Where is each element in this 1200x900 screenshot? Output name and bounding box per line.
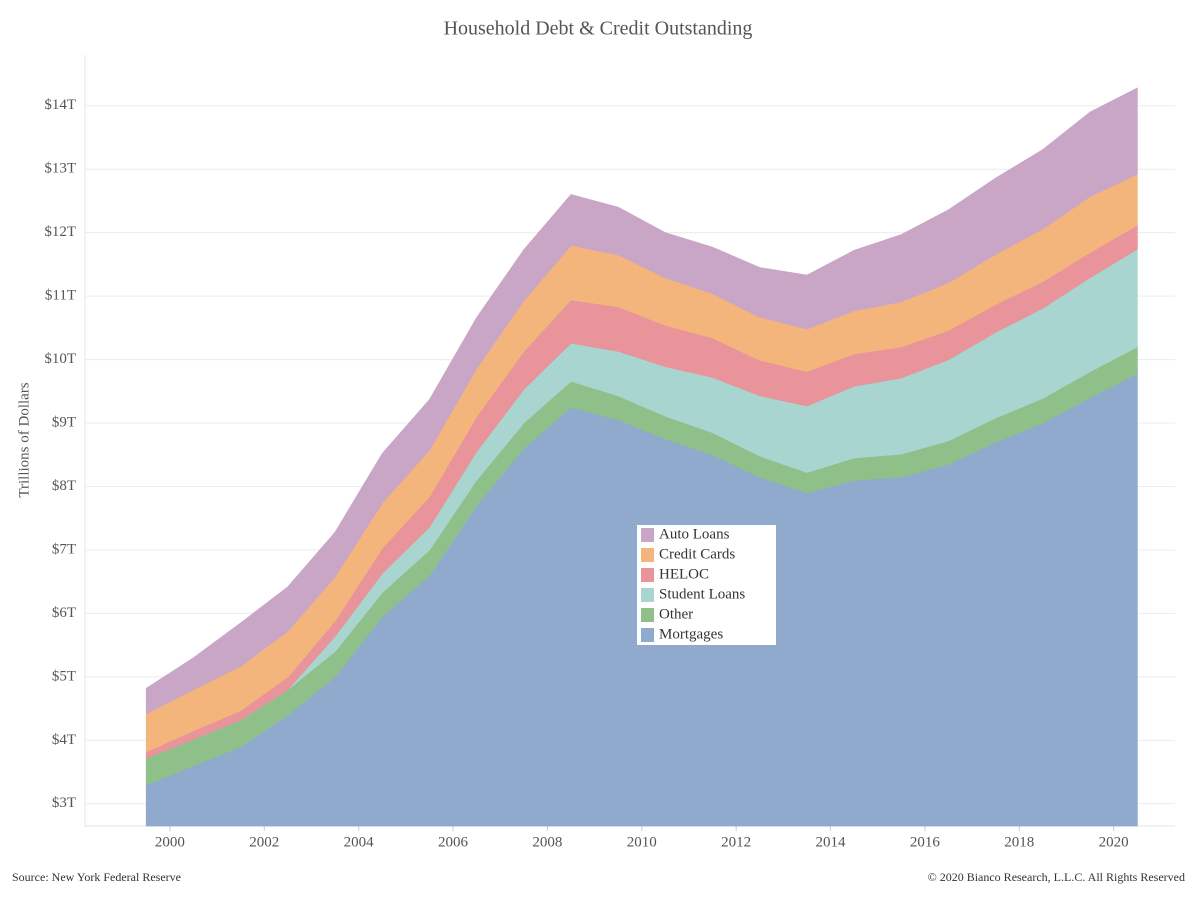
y-tick-label: $12T: [44, 224, 76, 240]
x-tick-label: 2020: [1099, 834, 1129, 850]
y-tick-label: $8T: [52, 478, 76, 494]
y-axis-label: Trillions of Dollars: [16, 382, 32, 497]
chart-title: Household Debt & Credit Outstanding: [444, 18, 753, 40]
legend-swatch: [641, 628, 654, 642]
legend-swatch: [641, 528, 654, 542]
copyright: © 2020 Bianco Research, L.L.C. All Right…: [928, 870, 1185, 884]
legend-label: Mortgages: [659, 626, 723, 642]
legend-label: Credit Cards: [659, 546, 735, 562]
x-tick-label: 2018: [1004, 834, 1034, 850]
y-tick-label: $13T: [44, 161, 76, 177]
legend-box: [637, 525, 776, 645]
legend-swatch: [641, 548, 654, 562]
y-tick-label: $7T: [52, 541, 76, 557]
x-tick-label: 2010: [627, 834, 657, 850]
y-tick-label: $10T: [44, 351, 76, 367]
y-tick-label: $4T: [52, 732, 76, 748]
x-tick-label: 2006: [438, 834, 469, 850]
legend-swatch: [641, 588, 654, 602]
x-tick-label: 2002: [249, 834, 279, 850]
y-tick-label: $5T: [52, 668, 76, 684]
legend-label: HELOC: [659, 566, 709, 582]
y-tick-label: $3T: [52, 795, 76, 811]
y-tick-label: $14T: [44, 97, 76, 113]
y-tick-label: $6T: [52, 605, 76, 621]
x-tick-label: 2012: [721, 834, 751, 850]
legend-swatch: [641, 608, 654, 622]
y-tick-label: $11T: [45, 288, 76, 304]
legend-label: Auto Loans: [659, 526, 730, 542]
legend-swatch: [641, 568, 654, 582]
legend-label: Student Loans: [659, 586, 745, 602]
area: [145, 87, 1138, 715]
x-tick-label: 2016: [910, 834, 941, 850]
legend-label: Other: [659, 606, 693, 622]
y-tick-label: $9T: [52, 414, 76, 430]
x-tick-label: 2014: [816, 834, 847, 850]
x-tick-label: 2008: [532, 834, 562, 850]
x-tick-label: 2000: [155, 834, 185, 850]
x-tick-label: 2004: [344, 834, 375, 850]
source: Source: New York Federal Reserve: [12, 870, 181, 884]
